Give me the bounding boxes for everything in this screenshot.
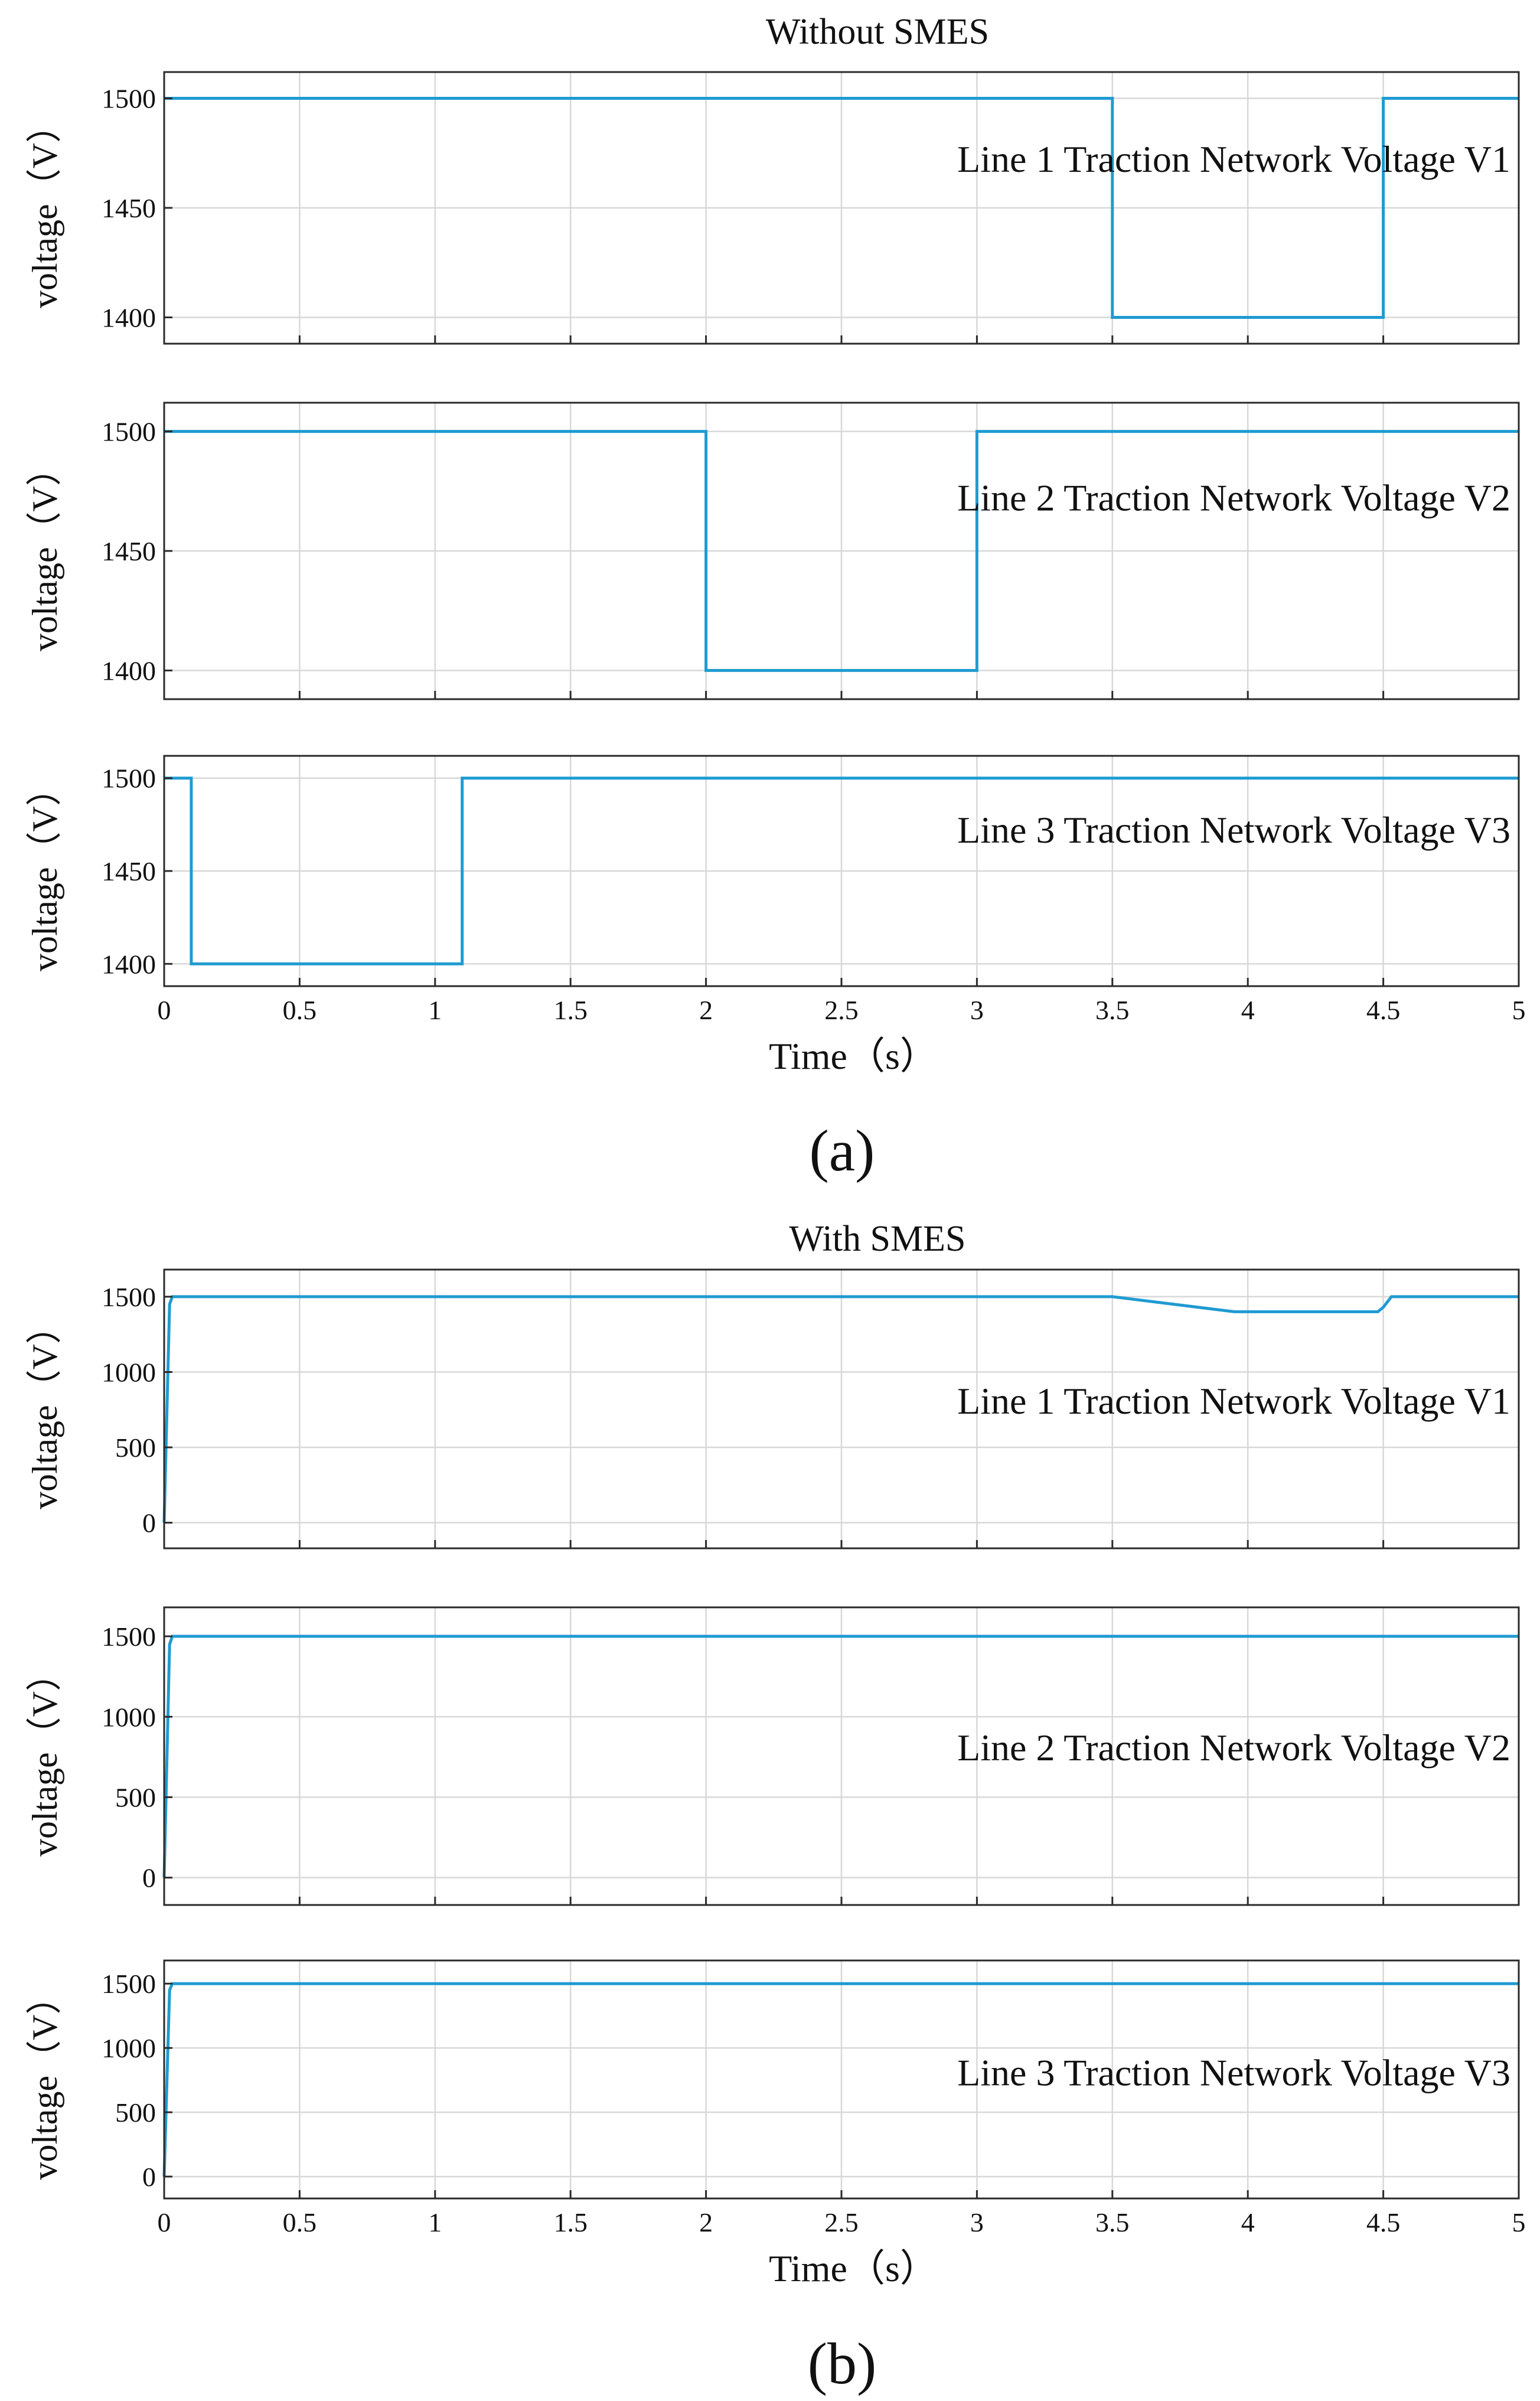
- x-axis-label: Time（s）: [769, 2247, 938, 2289]
- y-axis-label: voltage（V）: [25, 771, 64, 971]
- y-tick-label: 0: [142, 1508, 156, 1538]
- y-tick-label: 1500: [102, 1969, 156, 1999]
- y-tick-label: 1400: [102, 655, 156, 686]
- y-axis-label: voltage（V）: [25, 1309, 64, 1509]
- y-tick-label: 1500: [102, 417, 156, 447]
- y-tick-label: 1000: [102, 1702, 156, 1732]
- x-tick-label: 1: [428, 995, 442, 1025]
- x-tick-label: 2: [699, 995, 713, 1025]
- x-tick-label: 3.5: [1095, 2207, 1130, 2237]
- x-tick-label: 0: [158, 995, 171, 1025]
- x-tick-label: 2: [699, 2207, 713, 2237]
- y-tick-label: 500: [115, 1782, 156, 1812]
- x-tick-label: 1.5: [553, 2207, 588, 2237]
- y-tick-label: 500: [115, 1433, 156, 1463]
- series-line: [164, 430, 1519, 672]
- y-tick-label: 1000: [102, 1357, 156, 1387]
- figure-a-title: Without SMES: [766, 12, 989, 52]
- x-tick-label: 5: [1512, 2207, 1526, 2237]
- x-tick-label: 3: [970, 2207, 984, 2237]
- y-tick-label: 1000: [102, 2033, 156, 2063]
- figure-b-panel-letter: (b): [808, 2331, 877, 2396]
- plot-a-3: 1400 1450 1500 0 0.5 1 1.5 2 2.5 3 3.5 4 4.5 5 voltage…: [25, 755, 1526, 1077]
- y-tick-label: 1500: [102, 764, 156, 794]
- series-label: Line 1 Traction Network Voltage V1: [957, 1380, 1510, 1422]
- x-tick-label: 4.5: [1366, 2207, 1401, 2237]
- x-tick-label: 0.5: [283, 2207, 317, 2237]
- x-tick-label: 0.5: [283, 995, 317, 1025]
- y-tick-label: 0: [142, 2162, 156, 2192]
- y-tick-label: 1450: [102, 536, 156, 566]
- series-label: Line 2 Traction Network Voltage V2: [957, 477, 1510, 519]
- plot-a-2: 1400 1450 1500 voltage（V） Line 2 Traction Ne…: [25, 402, 1520, 700]
- plot-b-1: 0 500 1000 1500 voltage（V） Line 1 Traction Ne…: [25, 1268, 1520, 1549]
- y-tick-label: 1500: [102, 1622, 156, 1652]
- x-tick-label: 4.5: [1366, 995, 1401, 1025]
- x-tick-label: 5: [1512, 995, 1526, 1025]
- series-line: [162, 1635, 1519, 1878]
- series-label: Line 3 Traction Network Voltage V3: [957, 2051, 1510, 2093]
- series-label: Line 3 Traction Network Voltage V3: [957, 809, 1510, 851]
- x-axis-label: Time（s）: [769, 1035, 938, 1077]
- figure-b-title: With SMES: [789, 1219, 966, 1259]
- x-tick-label: 4: [1241, 995, 1255, 1025]
- x-tick-label: 2.5: [824, 995, 859, 1025]
- series-line: [164, 97, 1519, 319]
- figure-a-panel-letter: (a): [810, 1118, 875, 1183]
- series-label: Line 2 Traction Network Voltage V2: [957, 1727, 1510, 1769]
- y-tick-label: 0: [142, 1863, 156, 1893]
- y-axis-label: voltage（V）: [25, 451, 64, 651]
- plot-a-1: 1400 1450 1500 voltage（V） Line 1 Traction Ne…: [25, 71, 1520, 345]
- y-axis-label: voltage（V）: [25, 107, 64, 308]
- series-line: [162, 1295, 1519, 1523]
- y-tick-label: 1450: [102, 193, 156, 223]
- y-tick-label: 1500: [102, 1282, 156, 1312]
- y-tick-label: 500: [115, 2097, 156, 2128]
- y-axis-label: voltage（V）: [25, 1979, 64, 2180]
- plot-b-3: 0 500 1000 1500 0 0.5 1 1.5 2 2.5 3 3.5 4 4.5 5 voltage…: [25, 1959, 1526, 2289]
- y-axis-label: voltage（V）: [25, 1656, 64, 1857]
- series-line: [162, 1982, 1519, 2177]
- x-tick-label: 1.5: [553, 995, 588, 1025]
- plot-b-2: 0 500 1000 1500 voltage（V） Line 2 Traction Ne…: [25, 1606, 1520, 1906]
- series-label: Line 1 Traction Network Voltage V1: [957, 138, 1510, 180]
- x-tick-label: 2.5: [824, 2207, 859, 2237]
- y-tick-label: 1500: [102, 84, 156, 114]
- x-tick-label: 3: [970, 995, 984, 1025]
- x-tick-label: 1: [428, 2207, 442, 2237]
- y-tick-label: 1400: [102, 302, 156, 332]
- x-tick-label: 0: [158, 2207, 171, 2237]
- x-tick-label: 4: [1241, 2207, 1255, 2237]
- series-line: [164, 777, 1519, 965]
- y-tick-label: 1400: [102, 949, 156, 979]
- y-tick-label: 1450: [102, 856, 156, 886]
- x-tick-label: 3.5: [1095, 995, 1130, 1025]
